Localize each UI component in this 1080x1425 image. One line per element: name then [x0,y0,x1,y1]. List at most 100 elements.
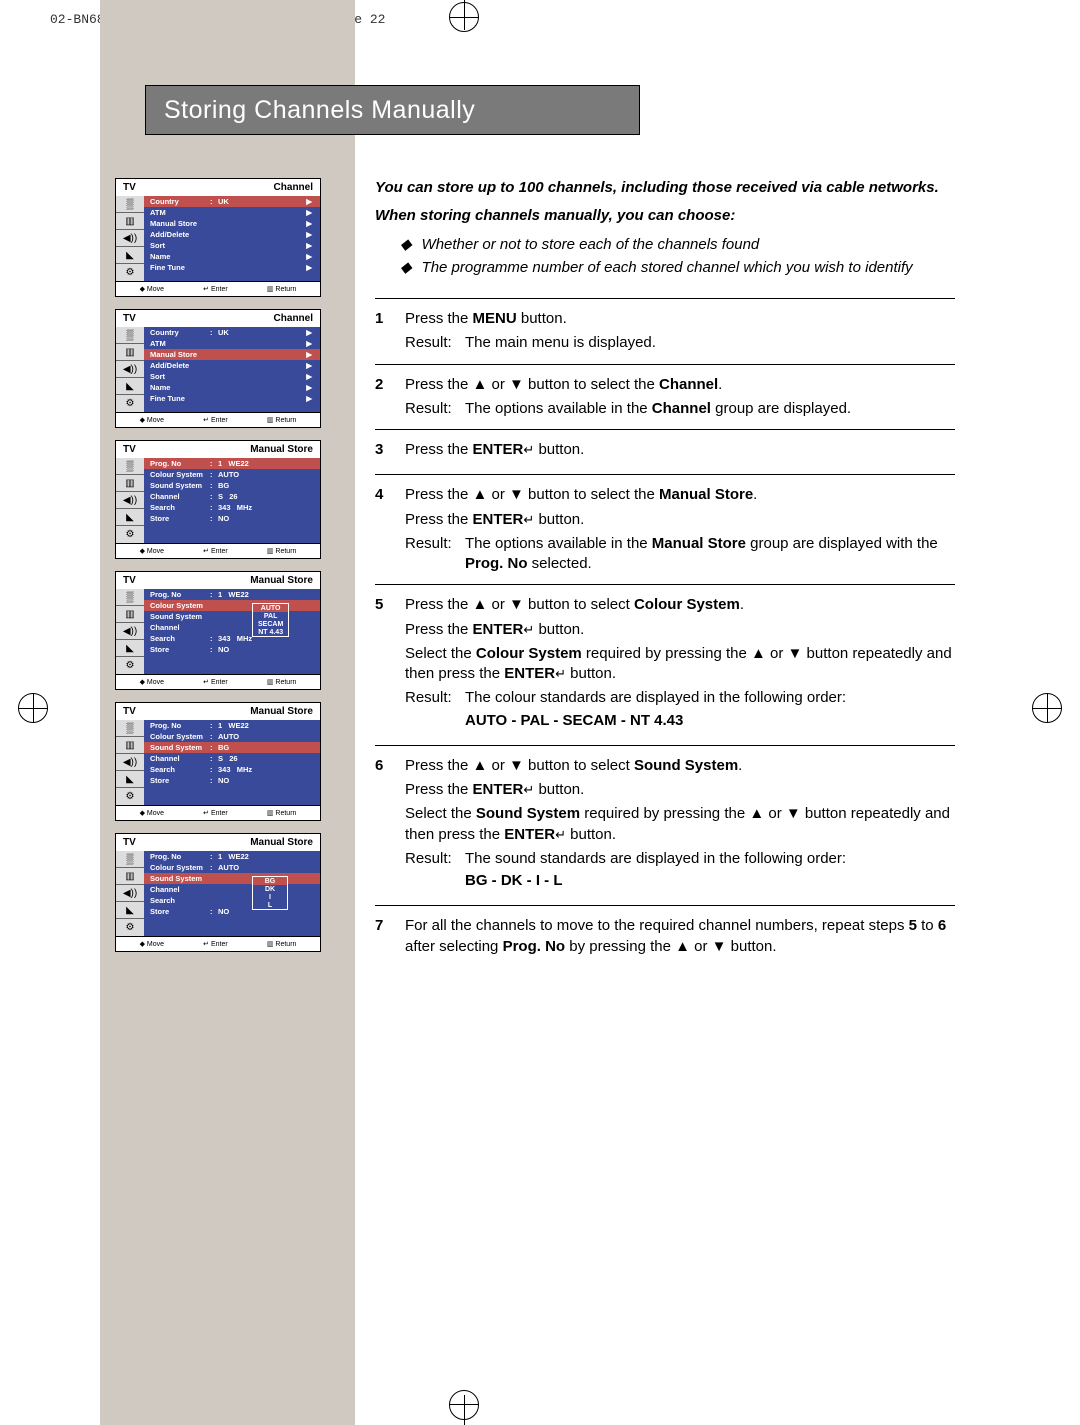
step: 5Press the ▲ or ▼ button to select Colou… [375,584,955,745]
step-number: 1 [375,309,405,354]
tv-menu-icon: ◀)) [116,361,144,378]
step-number: 6 [375,756,405,896]
arrow-right-icon: ▶ [306,350,314,359]
row-value: UK [218,197,306,206]
arrow-right-icon: ▶ [306,361,314,370]
result-label: Result: [405,333,465,353]
row-label: Prog. No [150,852,210,861]
tv-menu-row: Country:UK▶ [144,327,320,338]
menu-header-title: Channel [274,182,313,193]
row-label: Colour System [150,601,210,610]
footer-return: ▥ Return [267,547,297,555]
menu-header-title: Channel [274,313,313,324]
result-text: The options available in the Manual Stor… [465,534,955,575]
row-label: Store [150,907,210,916]
row-value: NO [218,645,314,654]
step-line: Press the ENTER↵ button. [405,440,955,460]
row-value: 1 WE22 [218,721,314,730]
dropdown-item: PAL [253,612,288,620]
tv-menu-row: Sound System:BG [144,480,320,491]
row-label: Sound System [150,874,210,883]
arrow-right-icon: ▶ [306,383,314,392]
tv-menu: TVChannel▒▥◀))◣⚙Country:UK▶ATM▶Manual St… [115,178,321,297]
bullet-list: ◆Whether or not to store each of the cha… [400,235,955,279]
step-body: Press the ▲ or ▼ button to select the Ch… [405,375,955,420]
row-value: NO [218,514,314,523]
tv-menu-icon: ⚙ [116,264,144,281]
result-text: The colour standards are displayed in th… [465,688,955,708]
tv-menu-row: Channel [144,622,320,633]
tv-menu-icons: ▒▥◀))◣⚙ [116,851,144,936]
step-body: Press the ▲ or ▼ button to select Sound … [405,756,955,896]
tv-menu-body: ▒▥◀))◣⚙Country:UK▶ATM▶Manual Store▶Add/D… [116,196,320,281]
tv-menu: TVManual Store▒▥◀))◣⚙Prog. No:1 WE22Colo… [115,440,321,559]
step-body: Press the MENU button.Result:The main me… [405,309,955,354]
tv-menu-header: TVChannel [116,179,320,196]
tv-menu-icon: ◣ [116,247,144,264]
row-label: ATM [150,339,210,348]
row-value: BG [218,481,314,490]
tv-menu-header: TVManual Store [116,441,320,458]
dropdown-item: BG [253,877,287,885]
row-colon: : [210,634,218,643]
page-title: Storing Channels Manually [164,96,475,125]
tv-menu-header: TVManual Store [116,703,320,720]
row-value: S 26 [218,492,314,501]
row-label: Sound System [150,612,210,621]
tv-menu-row: Store:NO [144,513,320,524]
result-text: The sound standards are displayed in the… [465,849,955,869]
tv-label: TV [123,444,136,455]
tv-menu-icon: ◣ [116,902,144,919]
tv-label: TV [123,575,136,586]
row-value: AUTO [218,863,314,872]
tv-menu-icon: ◣ [116,509,144,526]
result-label: Result: [405,399,465,419]
tv-menu-icon: ▥ [116,737,144,754]
footer-enter: ↵ Enter [203,547,228,555]
row-label: Search [150,896,210,905]
row-colon: : [210,732,218,741]
row-label: Store [150,645,210,654]
tv-menu-list: Prog. No:1 WE22Colour SystemSound System… [144,589,320,674]
row-label: Search [150,765,210,774]
crop-mark-top-v [464,0,465,30]
step: 6Press the ▲ or ▼ button to select Sound… [375,745,955,906]
diamond-icon: ◆ [400,235,412,255]
tv-menu-row: Channel [144,884,320,895]
row-colon: : [210,590,218,599]
tv-menu-icons: ▒▥◀))◣⚙ [116,327,144,412]
tv-menu-row: Country:UK▶ [144,196,320,207]
tv-menu-list: Prog. No:1 WE22Colour System:AUTOSound S… [144,851,320,936]
row-value: BG [218,743,314,752]
result-text: The main menu is displayed. [465,333,955,353]
row-value: AUTO [218,470,314,479]
row-label: Name [150,252,210,261]
bullet-item: ◆The programme number of each stored cha… [400,258,955,278]
tv-menu-icon: ◀)) [116,754,144,771]
arrow-right-icon: ▶ [306,230,314,239]
result-row: Result:The options available in the Manu… [405,534,955,575]
row-label: Channel [150,754,210,763]
tv-menu-header: TVChannel [116,310,320,327]
row-colon: : [210,492,218,501]
footer-move: ◆ Move [140,547,164,555]
footer-enter: ↵ Enter [203,940,228,948]
row-value: 1 WE22 [218,590,314,599]
arrow-right-icon: ▶ [306,372,314,381]
tv-menu-icon: ◀)) [116,623,144,640]
footer-move: ◆ Move [140,416,164,424]
strong-line: AUTO - PAL - SECAM - NT 4.43 [465,711,955,731]
tv-menu-row: Store:NO [144,644,320,655]
footer-enter: ↵ Enter [203,416,228,424]
footer-return: ▥ Return [267,940,297,948]
tv-menu-row: Colour System:AUTO [144,469,320,480]
step-body: For all the channels to move to the requ… [405,916,955,961]
tv-menu-row: Fine Tune▶ [144,393,320,404]
dropdown-item: DK [253,885,287,893]
enter-icon: ↵ [523,441,534,459]
crop-mark-right-h [1032,708,1062,709]
tv-menu-row: Sound System [144,611,320,622]
footer-move: ◆ Move [140,285,164,293]
row-label: Store [150,514,210,523]
footer-return: ▥ Return [267,809,297,817]
